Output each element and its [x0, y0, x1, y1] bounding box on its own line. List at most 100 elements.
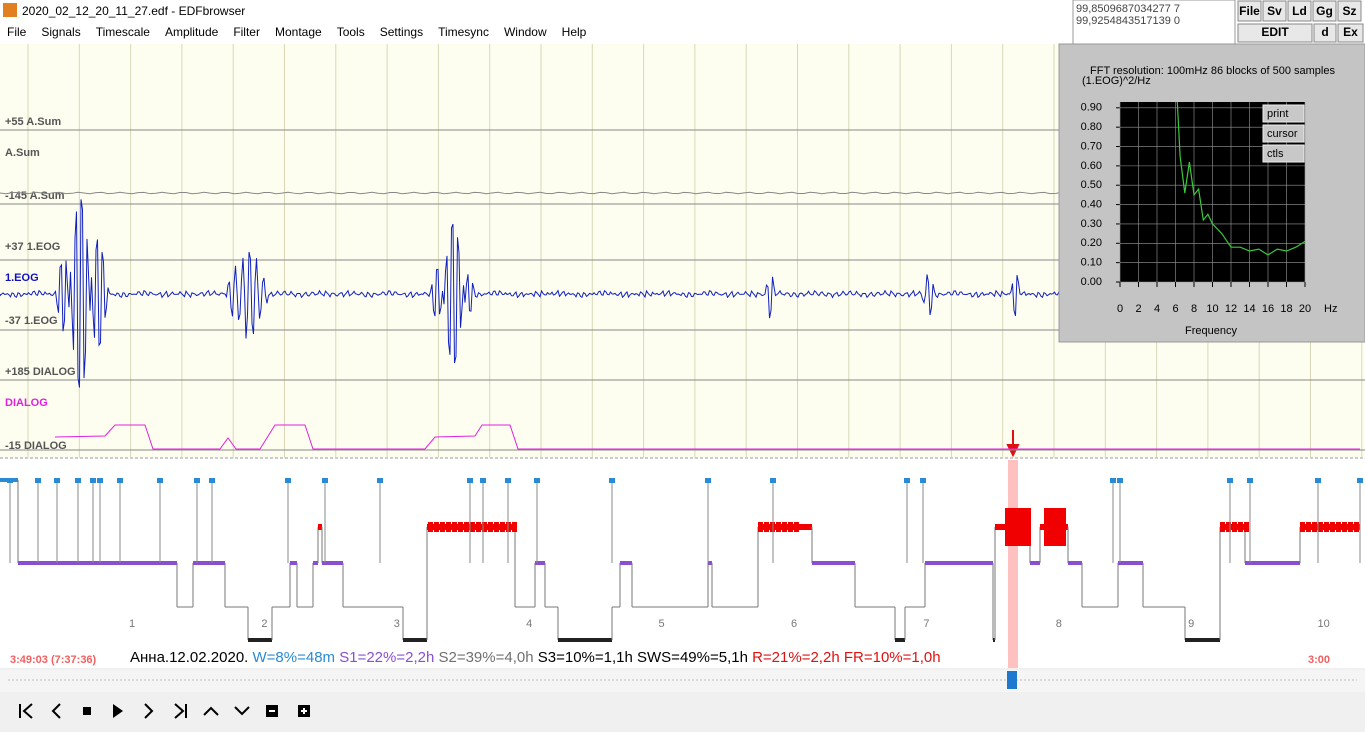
- btn-up[interactable]: [203, 706, 219, 716]
- summary-item: FR=10%=1,0h: [844, 649, 941, 666]
- menu-item[interactable]: Window: [504, 25, 547, 39]
- cursor-readout: 99,9254843517139 0: [1076, 15, 1180, 27]
- toolbar-label: Sv: [1267, 4, 1282, 18]
- fft-x-tick-label: 8: [1191, 303, 1197, 315]
- scrollbar: [0, 670, 1365, 692]
- dialog-trace: [54, 424, 1360, 450]
- edit-label: Ex: [1343, 25, 1358, 39]
- rem-burst: [488, 522, 493, 532]
- wake-mark: [377, 478, 383, 483]
- btn-next[interactable]: [144, 703, 154, 719]
- rem-burst: [500, 522, 505, 532]
- toolbar-button[interactable]: [1262, 0, 1287, 22]
- btn-play[interactable]: [113, 704, 123, 718]
- rem-burst: [1318, 522, 1323, 532]
- hour-label: 10: [1317, 618, 1329, 630]
- wake-mark: [505, 478, 511, 483]
- btn-prev[interactable]: [51, 703, 61, 719]
- wake-mark: [157, 478, 163, 483]
- cursor-readout-box: [1072, 0, 1236, 45]
- btn-last[interactable]: [174, 703, 187, 719]
- signal-label: -145 A.Sum: [5, 190, 65, 202]
- rem-burst: [764, 522, 769, 532]
- rem-burst: [794, 522, 799, 532]
- rem-burst: [434, 522, 439, 532]
- hour-label: 5: [659, 618, 665, 630]
- fft-y-label: (1.EOG)^2/Hz: [1082, 75, 1151, 87]
- menu-item[interactable]: Filter: [233, 25, 260, 39]
- btn-stop[interactable]: [83, 707, 91, 715]
- menu-item[interactable]: File: [7, 25, 27, 39]
- rem-burst: [494, 522, 499, 532]
- fft-button[interactable]: [1262, 104, 1305, 123]
- wake-mark: [705, 478, 711, 483]
- menu-item[interactable]: Montage: [275, 25, 322, 39]
- fft-y-tick-label: 0.90: [1081, 102, 1102, 114]
- wake-mark: [285, 478, 291, 483]
- time-right: 3:00: [1308, 654, 1330, 666]
- cursor-readout: 99,8509687034277 7: [1076, 3, 1180, 15]
- wake-mark: [480, 478, 486, 483]
- rem-burst: [1306, 522, 1311, 532]
- fft-x-tick-label: 10: [1206, 303, 1218, 315]
- hour-label: 2: [261, 618, 267, 630]
- fft-info: FFT resolution: 100mHz 86 blocks of 500 …: [1090, 65, 1335, 77]
- signal-label: -37 1.EOG: [5, 315, 58, 327]
- wake-mark: [1315, 478, 1321, 483]
- menu-item[interactable]: Timesync: [438, 25, 489, 39]
- rem-burst: [1324, 522, 1329, 532]
- fft-y-tick-label: 0.40: [1081, 198, 1102, 210]
- rem-burst: [1300, 522, 1305, 532]
- fft-x-tick-label: 2: [1135, 303, 1141, 315]
- signal-label: A.Sum: [5, 147, 40, 159]
- toolbar-label: Gg: [1316, 4, 1333, 18]
- toolbar-label: Ld: [1292, 4, 1307, 18]
- btn-down[interactable]: [234, 706, 250, 716]
- menu-item[interactable]: Tools: [337, 25, 365, 39]
- signal-label: 1.EOG: [5, 272, 39, 284]
- toolbar-button[interactable]: [1237, 0, 1262, 22]
- top-controls: 99,8509687034277 799,9254843517139 0 File…: [1072, 0, 1364, 45]
- toolbar-button[interactable]: [1312, 0, 1337, 22]
- edit-button[interactable]: [1313, 23, 1337, 43]
- wake-mark: [54, 478, 60, 483]
- scroll-thumb[interactable]: [1007, 671, 1017, 689]
- fft-x-tick-label: 16: [1262, 303, 1274, 315]
- menu-item[interactable]: Timescale: [96, 25, 151, 39]
- wake-mark: [209, 478, 215, 483]
- title-bar: [0, 0, 1365, 22]
- fft-x-tick-label: 18: [1280, 303, 1292, 315]
- rem-burst: [1342, 522, 1347, 532]
- hour-label: 4: [526, 618, 532, 630]
- hour-label: 7: [923, 618, 929, 630]
- rem-burst: [758, 522, 763, 532]
- navigation-toolbar: [19, 703, 310, 719]
- btn-first[interactable]: [19, 703, 33, 719]
- fft-x-label: Frequency: [1185, 325, 1237, 337]
- toolbar-button[interactable]: [1337, 0, 1362, 22]
- menu-item[interactable]: Help: [562, 25, 587, 39]
- rem-burst: [446, 522, 451, 532]
- wake-mark: [770, 478, 776, 483]
- rem-burst: [512, 522, 517, 532]
- menu-item[interactable]: Settings: [380, 25, 423, 39]
- summary-item: S3=10%=1,1h: [538, 649, 633, 666]
- fft-spectrum: [1176, 101, 1306, 256]
- toolbar-button[interactable]: [1287, 0, 1312, 22]
- menu-item[interactable]: Signals: [41, 25, 80, 39]
- wake-mark: [1227, 478, 1233, 483]
- rem-burst: [1244, 522, 1249, 532]
- signal-label: +55 A.Sum: [5, 116, 61, 128]
- summary-item: S2=39%=4,0h: [438, 649, 533, 666]
- edit-button[interactable]: [1237, 23, 1313, 43]
- signal-label: +37 1.EOG: [5, 241, 60, 253]
- wake-mark: [1247, 478, 1253, 483]
- menu-item[interactable]: Amplitude: [165, 25, 219, 39]
- wake-mark: [467, 478, 473, 483]
- fft-button[interactable]: [1262, 144, 1305, 163]
- rem-burst: [1220, 522, 1225, 532]
- summary-item: S1=22%=2,2h: [339, 649, 434, 666]
- fft-button[interactable]: [1262, 124, 1305, 143]
- rem-burst: [1354, 522, 1359, 532]
- edit-button[interactable]: [1337, 23, 1364, 43]
